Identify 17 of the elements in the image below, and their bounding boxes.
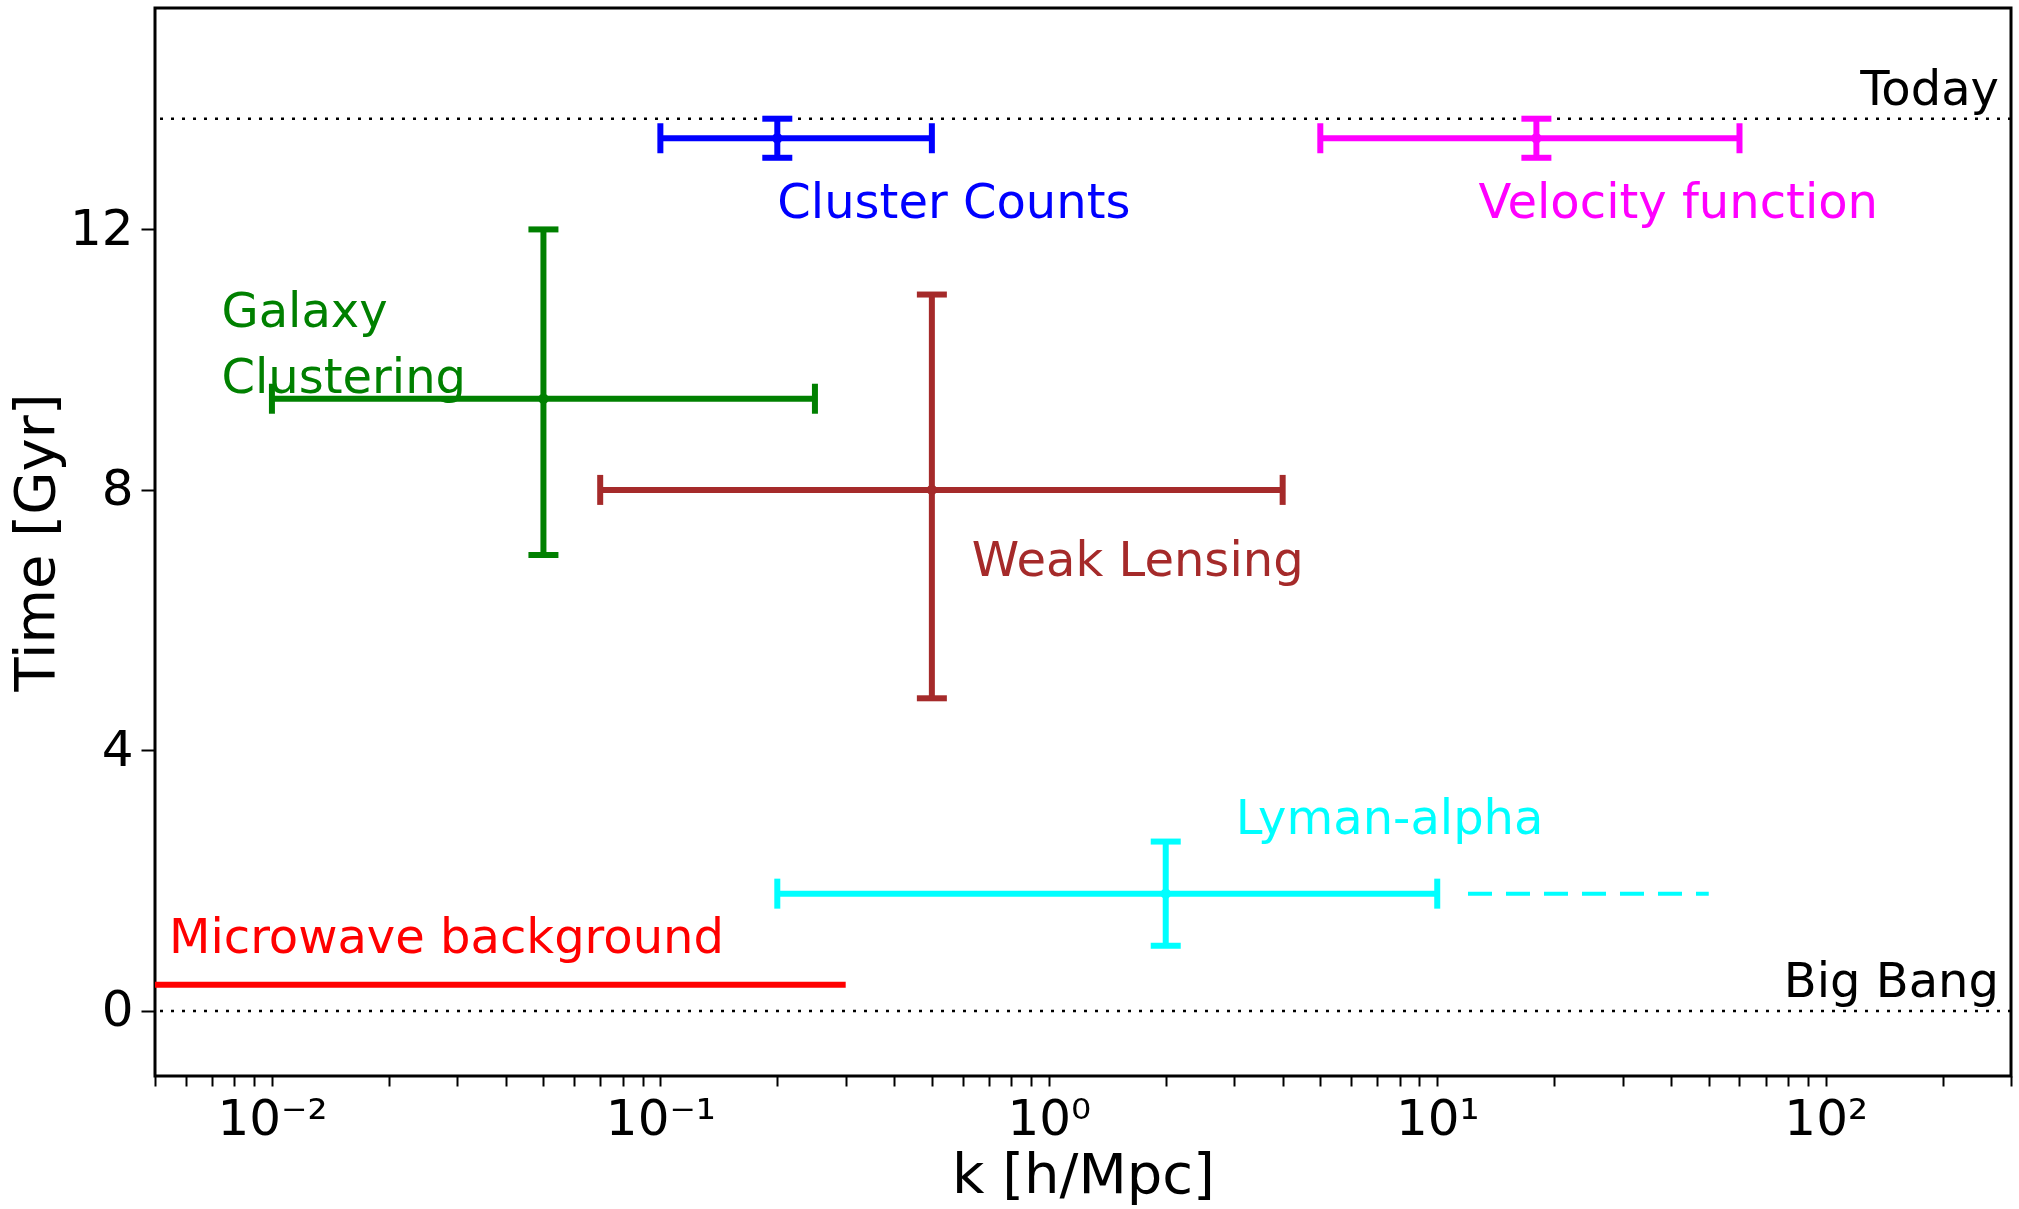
y-tick-label: 8	[101, 459, 134, 518]
series-label: Velocity function	[1478, 173, 1879, 230]
x-tick-label: 10¹	[1395, 1088, 1480, 1147]
y-tick-label: 12	[69, 198, 134, 257]
series-label: Lyman-alpha	[1235, 788, 1544, 845]
y-tick-label: 0	[101, 980, 134, 1039]
series-label: Cluster Counts	[777, 173, 1131, 230]
series-label: Galaxy Clustering	[221, 281, 467, 404]
ref-line-label: Today	[1859, 59, 1999, 116]
x-tick-label: 10⁻¹	[605, 1088, 716, 1147]
series-label: Weak Lensing	[971, 530, 1304, 587]
ref-line-label: Big Bang	[1783, 951, 1999, 1008]
y-tick-label: 4	[101, 719, 134, 778]
series-label: Microwave background	[169, 907, 724, 964]
y-axis-title: Time [Gyr]	[1, 393, 67, 693]
x-tick-label: 10⁻²	[217, 1088, 328, 1147]
x-tick-label: 10²	[1784, 1088, 1869, 1147]
